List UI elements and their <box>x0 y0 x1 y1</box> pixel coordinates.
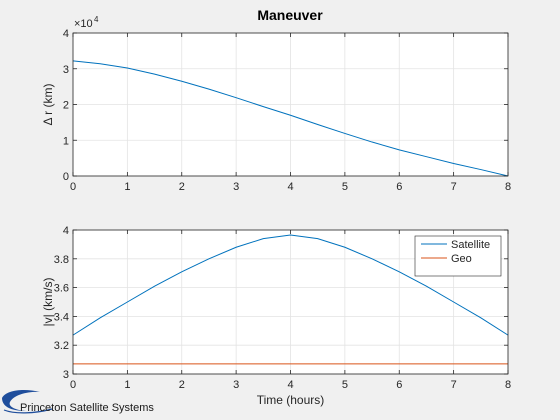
y-exponent-label: ×10 <box>74 18 93 30</box>
y-tick-label: 3.4 <box>54 311 69 323</box>
x-tick-label: 7 <box>451 379 457 391</box>
logo-swoosh-icon <box>2 390 40 411</box>
x-tick-label: 8 <box>505 379 511 391</box>
x-tick-label: 7 <box>451 181 457 193</box>
y-tick-label: 3.8 <box>54 254 69 266</box>
logo-text: Princeton Satellite Systems <box>20 402 154 414</box>
x-tick-label: 8 <box>505 181 511 193</box>
chart-title: Maneuver <box>257 7 323 23</box>
y-tick-label: 4 <box>63 28 69 40</box>
legend-entry: Satellite <box>451 239 490 251</box>
x-tick-label: 3 <box>233 379 239 391</box>
x-tick-label: 6 <box>396 379 402 391</box>
x-tick-label: 1 <box>124 379 130 391</box>
x-tick-label: 5 <box>342 181 348 193</box>
legend-box <box>414 235 502 277</box>
y-tick-label: 3.2 <box>54 340 69 352</box>
x-tick-label: 4 <box>287 181 293 193</box>
y-exponent-value: 4 <box>94 15 99 24</box>
x-tick-label: 1 <box>124 181 130 193</box>
y-axis-label: Δ r (km) <box>41 83 55 125</box>
bottom-axes: 0 1 2 3 4 5 6 7 8 3 3.2 3.4 3.6 3.8 4 |v| (km/s) Time (h… <box>41 225 511 407</box>
y-tick-label: 3.6 <box>54 283 69 295</box>
y-tick-label: 0 <box>63 171 69 183</box>
x-tick-label: 3 <box>233 181 239 193</box>
x-tick-label: 4 <box>287 379 293 391</box>
x-tick-label: 6 <box>396 181 402 193</box>
y-tick-label: 2 <box>63 100 69 112</box>
logo-arc-icon <box>3 408 53 414</box>
x-tick-label: 2 <box>179 181 185 193</box>
y-tick-label: 3 <box>63 369 69 381</box>
x-axis-label: Time (hours) <box>257 393 325 407</box>
series-line-satellite <box>72 234 509 336</box>
x-tick-label: 0 <box>70 379 76 391</box>
y-tick-label: 4 <box>63 225 69 237</box>
legend-entry: Geo <box>451 253 472 265</box>
x-tick-label: 2 <box>179 379 185 391</box>
y-tick-label: 3 <box>63 64 69 76</box>
y-tick-label: 1 <box>63 135 69 147</box>
x-tick-label: 5 <box>342 379 348 391</box>
y-axis-label: |v| (km/s) <box>41 278 55 327</box>
logo: Princeton Satellite Systems <box>2 390 154 414</box>
legend: Satellite Geo <box>414 235 502 277</box>
series-line-0 <box>72 60 509 177</box>
x-tick-label: 0 <box>70 181 76 193</box>
